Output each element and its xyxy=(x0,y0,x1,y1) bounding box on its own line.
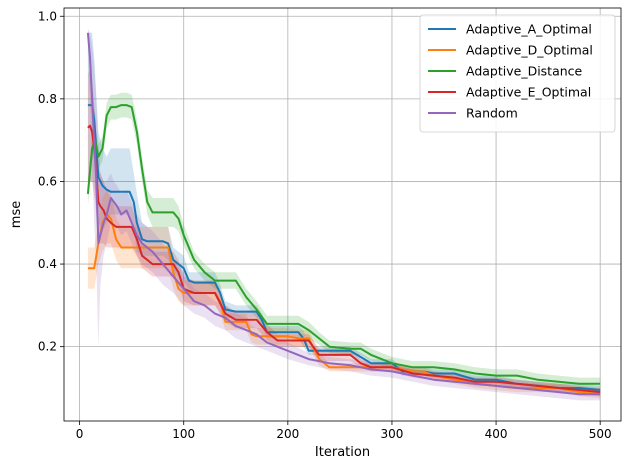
x-tick-label: 0 xyxy=(76,427,84,441)
y-tick-label: 0.8 xyxy=(38,92,57,106)
x-tick-label: 300 xyxy=(381,427,404,441)
series-line-1 xyxy=(87,213,601,396)
series-band-4 xyxy=(87,28,601,401)
plot-frame xyxy=(63,7,622,422)
legend-entry: Random xyxy=(466,106,518,121)
legend-entry: Adaptive_Distance xyxy=(466,64,583,79)
series-line-3 xyxy=(87,124,601,394)
legend-entry: Adaptive_D_Optimal xyxy=(466,43,593,58)
legend-entry: Adaptive_A_Optimal xyxy=(466,22,592,37)
x-tick-label: 400 xyxy=(485,427,508,441)
y-tick-label: 1.0 xyxy=(38,9,57,23)
legend-entry: Adaptive_E_Optimal xyxy=(466,85,591,100)
series-line-0 xyxy=(87,104,601,391)
y-tick-label: 0.4 xyxy=(38,257,57,271)
x-tick-label: 100 xyxy=(172,427,195,441)
series-line-4 xyxy=(86,32,601,396)
y-tick-label: 0.2 xyxy=(38,340,57,354)
legend: Adaptive_A_Optimal Adaptive_D_Optimal Adap… xyxy=(419,14,616,133)
x-tick-label: 200 xyxy=(276,427,299,441)
series-lines xyxy=(86,32,601,396)
y-tick-label: 0.6 xyxy=(38,174,57,188)
y-axis-label: mse xyxy=(9,201,24,228)
legend-box xyxy=(419,14,616,133)
x-axis-label: Iteration xyxy=(315,445,370,460)
axis-ticks: 0 100 200 300 400 500 0.2 0.4 0.6 0.8 1.0 xyxy=(38,9,612,441)
x-tick-label: 500 xyxy=(589,427,612,441)
series-line-2 xyxy=(86,104,601,385)
